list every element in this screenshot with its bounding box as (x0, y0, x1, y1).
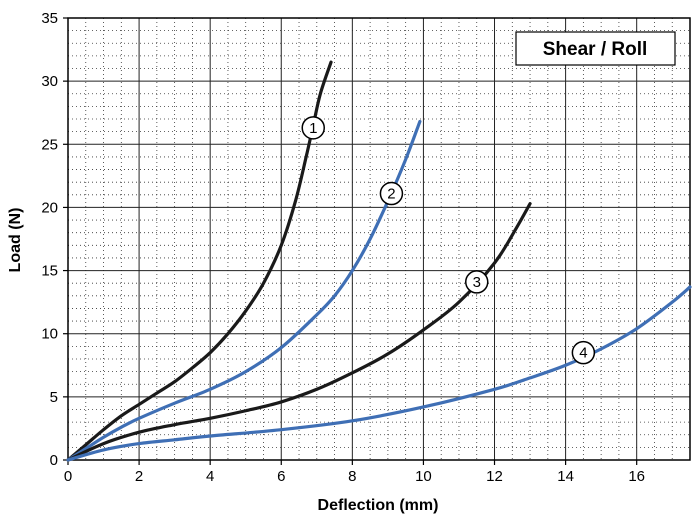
x-tick-label: 4 (206, 468, 214, 485)
y-tick-label: 30 (41, 73, 58, 90)
series-4-marker-circle (571, 340, 596, 365)
y-tick-label: 5 (50, 389, 58, 406)
y-tick-label: 35 (41, 10, 58, 27)
series-4-line (66, 285, 692, 462)
series-1-marker-label: 1 (309, 120, 317, 137)
series-4-marker-label: 4 (579, 345, 587, 362)
y-tick-label: 15 (41, 263, 58, 280)
series-1-marker-circle (301, 116, 325, 140)
chart-title: Shear / Roll (543, 39, 648, 60)
series-3-marker: 3 (464, 270, 489, 294)
y-axis-label: Load (N) (7, 208, 24, 273)
major-grid (68, 18, 690, 460)
x-tick-label: 6 (277, 468, 285, 485)
y-tick-label: 0 (50, 452, 58, 469)
series-2-line (66, 119, 422, 462)
series-2-marker: 2 (379, 181, 404, 206)
series-4-marker: 4 (571, 340, 596, 365)
series-2-marker-circle (379, 181, 404, 206)
y-tick-label: 10 (41, 326, 58, 343)
series-1-marker: 1 (301, 116, 325, 140)
legend-frame (515, 31, 676, 66)
series-1-line (66, 60, 333, 462)
x-tick-label: 12 (486, 468, 503, 485)
series-layer (66, 60, 692, 462)
x-tick-label: 16 (628, 468, 645, 485)
series-3-marker-circle (464, 270, 489, 294)
x-axis-label: Deflection (mm) (318, 497, 439, 514)
y-tick-label: 25 (41, 136, 58, 153)
x-tick-label: 8 (348, 468, 356, 485)
x-tick-label: 14 (557, 468, 574, 485)
series-3-marker-label: 3 (473, 274, 481, 291)
x-tick-label: 2 (135, 468, 143, 485)
x-tick-label: 10 (415, 468, 432, 485)
y-axis-ticks: 0 5 10 15 20 25 30 35 (41, 10, 68, 469)
legend-box: Shear / Roll (515, 31, 676, 66)
series-markers: 1 2 3 4 (301, 116, 596, 365)
minor-grid (68, 18, 691, 460)
x-tick-label: 0 (64, 468, 72, 485)
series-2-marker-label: 2 (387, 186, 395, 203)
x-axis-ticks: 0 2 4 6 8 10 12 14 16 (64, 460, 645, 485)
y-tick-label: 20 (41, 199, 58, 216)
plot-frame (67, 17, 691, 461)
